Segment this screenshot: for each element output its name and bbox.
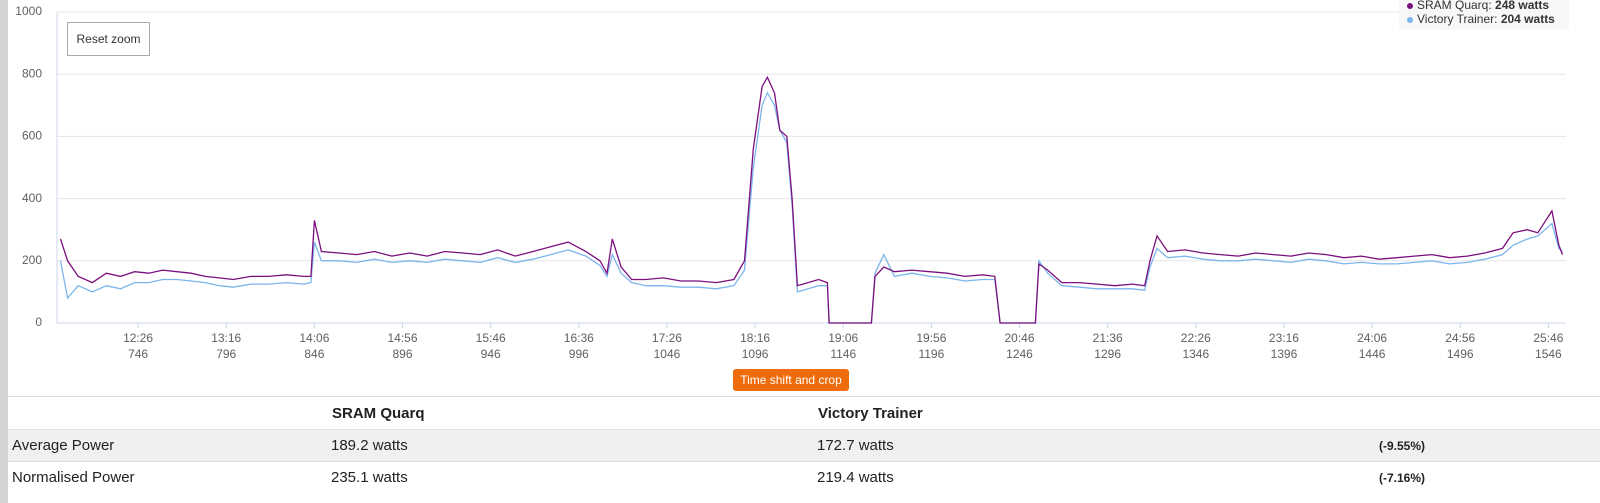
x-tick-time-label: 15:46 <box>476 331 506 345</box>
x-tick-time-label: 12:26 <box>123 331 153 345</box>
x-tick-time-label: 20:46 <box>1005 331 1035 345</box>
x-tick-time-label: 19:06 <box>828 331 858 345</box>
header-cell: Victory Trainer <box>817 396 1379 430</box>
x-tick-label: 1196 <box>918 347 944 361</box>
x-tick-label: 1446 <box>1359 347 1386 361</box>
reset-zoom-button[interactable]: Reset zoom <box>67 22 150 56</box>
tooltip-label: Victory Trainer: <box>1417 12 1498 26</box>
tooltip: SRAM Quarq: 248 watts Victory Trainer: 2… <box>1399 0 1569 30</box>
time-shift-button[interactable]: Time shift and crop <box>733 369 849 391</box>
y-tick-label: 400 <box>22 191 42 205</box>
x-tick-label: 896 <box>393 347 413 361</box>
x-tick-label: 946 <box>481 347 501 361</box>
cell: 219.4 watts <box>817 461 1379 493</box>
stats-table: SRAM Quarq Victory Trainer Average Power 1… <box>8 396 1600 493</box>
tooltip-dot <box>1407 2 1413 9</box>
header-cell <box>1379 396 1600 430</box>
y-tick-label: 200 <box>22 253 42 267</box>
x-tick-time-label: 24:06 <box>1357 331 1387 345</box>
x-tick-time-label: 14:56 <box>388 331 418 345</box>
x-tick-time-label: 24:56 <box>1445 331 1475 345</box>
x-tick-label: 1546 <box>1535 347 1562 361</box>
x-tick-time-label: 19:56 <box>916 331 946 345</box>
diff: (-9.55%) <box>1379 429 1600 462</box>
header-row: SRAM Quarq Victory Trainer <box>8 396 1600 430</box>
tooltip-label: SRAM Quarq: <box>1417 0 1492 12</box>
y-tick-label: 600 <box>22 129 42 143</box>
y-tick-label: 1000 <box>15 4 42 18</box>
series-line <box>59 75 1564 324</box>
tooltip-value: 204 watts <box>1500 12 1555 26</box>
x-tick-label: 1046 <box>654 347 681 361</box>
row-label: Average Power <box>8 429 331 462</box>
tooltip-dot <box>1407 16 1413 23</box>
header-cell <box>8 396 331 430</box>
x-tick-label: 996 <box>569 347 589 361</box>
x-tick-label: 1146 <box>830 347 856 361</box>
tooltip-row: SRAM Quarq: 248 watts <box>1407 0 1549 12</box>
x-tick-label: 1096 <box>742 347 769 361</box>
row: Normalised Power 235.1 watts 219.4 watts (-… <box>8 461 1600 493</box>
header-cell: SRAM Quarq <box>331 396 817 430</box>
x-tick-time-label: 21:36 <box>1093 331 1123 345</box>
x-tick-time-label: 23:16 <box>1269 331 1299 345</box>
x-tick-label: 1396 <box>1271 347 1298 361</box>
x-tick-label: 1296 <box>1094 347 1121 361</box>
chart: 0 200 400 600 800 1000 12:26 746 13:16 796 14:06 84… <box>15 4 1566 361</box>
x-tick-label: 1246 <box>1006 347 1033 361</box>
x-tick-label: 1496 <box>1447 347 1474 361</box>
x-tick-time-label: 14:06 <box>299 331 329 345</box>
series-line <box>59 91 1563 324</box>
y-tick-label: 800 <box>22 66 42 80</box>
x-tick-label: 746 <box>128 347 148 361</box>
x-tick-time-label: 13:16 <box>211 331 241 345</box>
y-tick-label: 0 <box>35 315 42 329</box>
side-bar <box>0 0 8 503</box>
x-tick-label: 1346 <box>1182 347 1209 361</box>
x-tick-time-label: 22:26 <box>1181 331 1211 345</box>
cell: 235.1 watts <box>331 461 817 493</box>
cell: 189.2 watts <box>331 429 817 462</box>
row-label: Normalised Power <box>8 461 331 493</box>
x-tick-label: 796 <box>216 347 236 361</box>
x-tick-time-label: 18:16 <box>740 331 770 345</box>
diff: (-7.16%) <box>1379 461 1600 493</box>
tooltip-row: Victory Trainer: 204 watts <box>1407 12 1555 26</box>
cell: 172.7 watts <box>817 429 1379 462</box>
x-tick-time-label: 25:46 <box>1533 331 1563 345</box>
tooltip-value: 248 watts <box>1495 0 1550 12</box>
x-tick-label: 846 <box>304 347 324 361</box>
row: Average Power 189.2 watts 172.7 watts (-9.5… <box>8 429 1600 462</box>
x-tick-time-label: 16:36 <box>564 331 594 345</box>
x-tick-time-label: 17:26 <box>652 331 682 345</box>
